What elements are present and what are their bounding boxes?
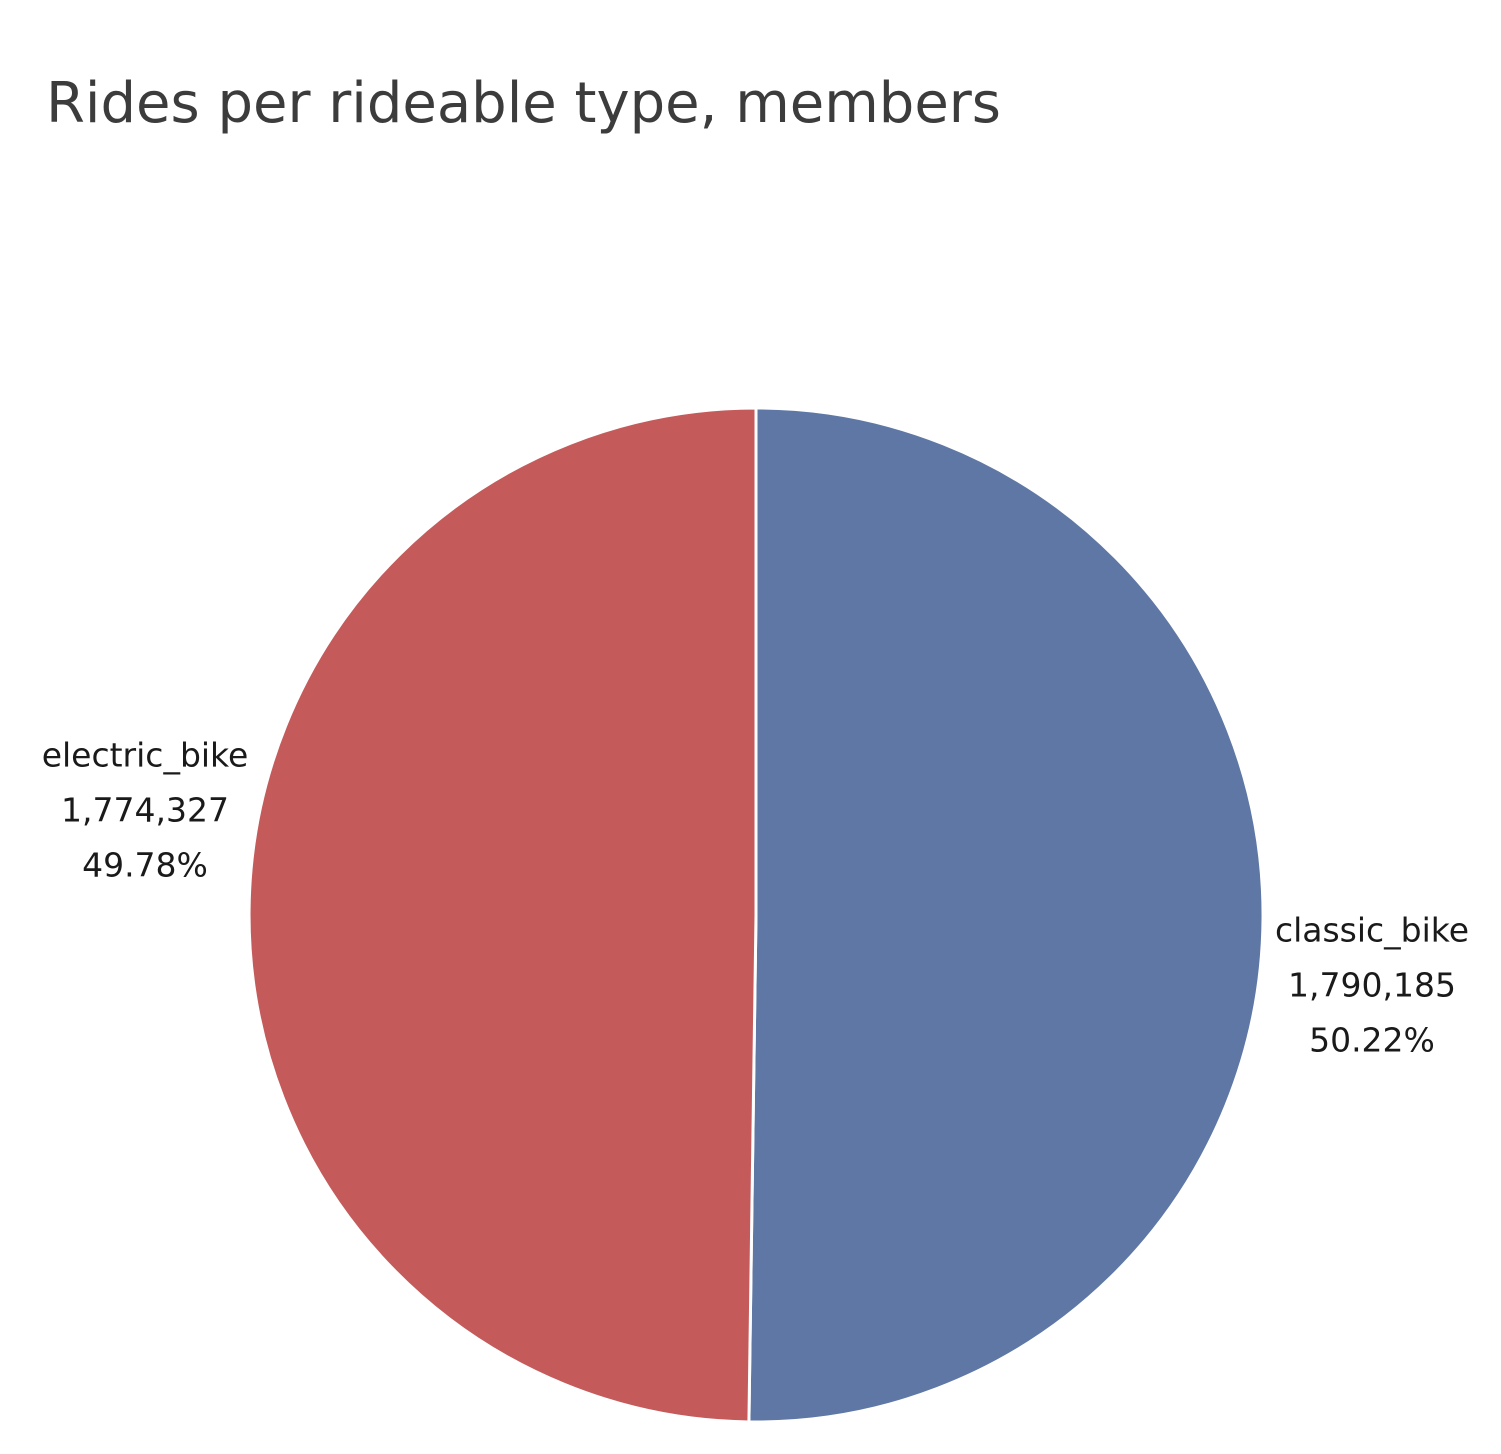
classic-bike-label-value: 1,790,185 [1288,966,1456,1005]
electric-bike-label-percent: 49.78% [82,846,208,885]
pie-slice-classic-bike[interactable] [747,406,1265,1424]
pie-slices [247,406,1265,1424]
electric-bike-label-name: electric_bike [42,736,249,775]
pie-slice-electric-bike[interactable] [247,406,758,1424]
classic-bike-label-name: classic_bike [1275,911,1469,950]
classic-bike-label-percent: 50.22% [1309,1021,1435,1060]
chart-title: Rides per rideable type, members [46,71,1001,136]
pie-labels: classic_bike 1,790,185 50.22% electric_bike… [42,736,1469,1060]
electric-bike-label-value: 1,774,327 [61,791,229,830]
